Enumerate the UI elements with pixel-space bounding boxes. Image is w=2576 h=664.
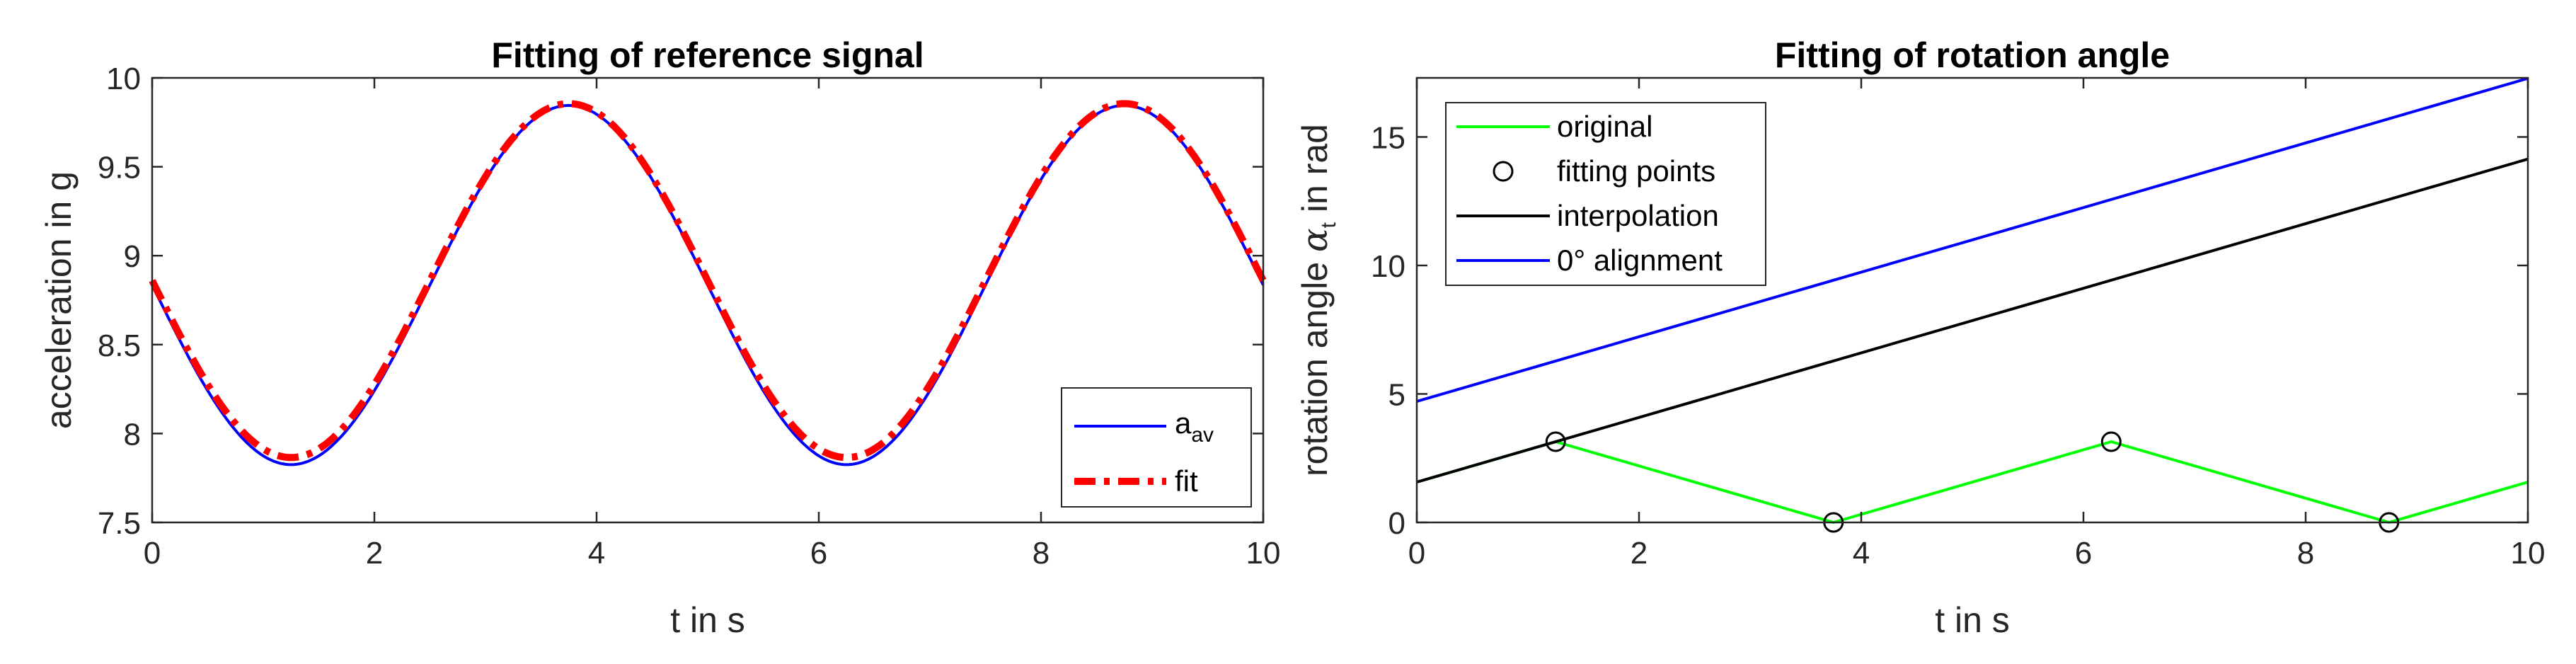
- y-tick-label: 10: [106, 62, 141, 96]
- chart-reference-signal: Fitting of reference signal 0 2 4 6 8 10 7.5 8…: [39, 35, 1280, 640]
- legend-label-interpolation: interpolation: [1557, 199, 1719, 232]
- legend-label-fit: fit: [1175, 464, 1198, 498]
- x-tick-label: 0: [1408, 536, 1425, 571]
- legend-box-right: [1445, 102, 1766, 286]
- series-fitting-points-marker: [1545, 431, 1566, 452]
- y-tick-label: 9.5: [98, 151, 141, 185]
- y-tick-label: 8.5: [98, 328, 141, 363]
- x-tick-label: 6: [2075, 536, 2092, 571]
- series-group-left: [149, 100, 1267, 466]
- y-tick-label: 15: [1371, 120, 1405, 155]
- y-tick-label: 9: [124, 239, 141, 274]
- legend-label-original: original: [1557, 110, 1652, 143]
- x-axis-label-right: t in s: [1935, 600, 2010, 640]
- y-tick-label: 0: [1388, 506, 1405, 541]
- x-axis-label-left: t in s: [670, 600, 745, 640]
- axes-box-right: [1415, 76, 2529, 524]
- x-tick-label: 8: [2297, 536, 2314, 571]
- axes-box-left: [151, 76, 1265, 524]
- x-tick-label: 6: [810, 536, 827, 571]
- legend-left: aav fit: [1061, 387, 1252, 508]
- chart-title-right: Fitting of rotation angle: [1775, 35, 2170, 75]
- legend-swatch-fitting-points: [1493, 161, 1514, 182]
- series-interpolation-line: [1416, 157, 2529, 483]
- x-tick-label: 4: [1853, 536, 1870, 571]
- x-tick-label: 10: [2511, 536, 2546, 571]
- series-fit-line: [149, 100, 1267, 462]
- x-tick-label: 2: [366, 536, 383, 571]
- series-fitting-points-marker: [2100, 431, 2122, 452]
- x-tick-label: 4: [588, 536, 605, 571]
- series-group-right: [1416, 76, 2529, 533]
- y-tick-label: 10: [1371, 249, 1405, 284]
- legend-label-fitting-points: fitting points: [1557, 154, 1715, 188]
- legend-label-alignment: 0° alignment: [1557, 244, 1723, 277]
- y-ticks-right: 0 5 10 15: [1371, 120, 2528, 541]
- legend-right: original fitting points interpolation 0°…: [1445, 102, 1766, 286]
- y-axis-label-left: acceleration in g: [39, 171, 79, 429]
- x-ticks-left: 0 2 4 6 8 10: [144, 78, 1281, 571]
- x-tick-label: 8: [1033, 536, 1050, 571]
- x-ticks-right: 0 2 4 6 8 10: [1408, 78, 2546, 571]
- chart-title-left: Fitting of reference signal: [491, 35, 924, 75]
- legend-label-a-av: aav: [1175, 406, 1214, 447]
- x-tick-label: 10: [1246, 536, 1281, 571]
- y-tick-label: 8: [124, 417, 141, 452]
- chart-rotation-angle: Fitting of rotation angle 0 2 4 6 8 10 0 5 10 15…: [1294, 35, 2545, 640]
- y-axis-label-right: rotation angle αt in rad: [1294, 124, 1340, 476]
- x-tick-label: 0: [144, 536, 161, 571]
- y-tick-label: 7.5: [98, 506, 141, 541]
- series-0-alignment-line: [1416, 76, 2529, 403]
- y-tick-label: 5: [1388, 377, 1405, 412]
- legend-box-left: [1061, 387, 1252, 508]
- x-tick-label: 2: [1631, 536, 1648, 571]
